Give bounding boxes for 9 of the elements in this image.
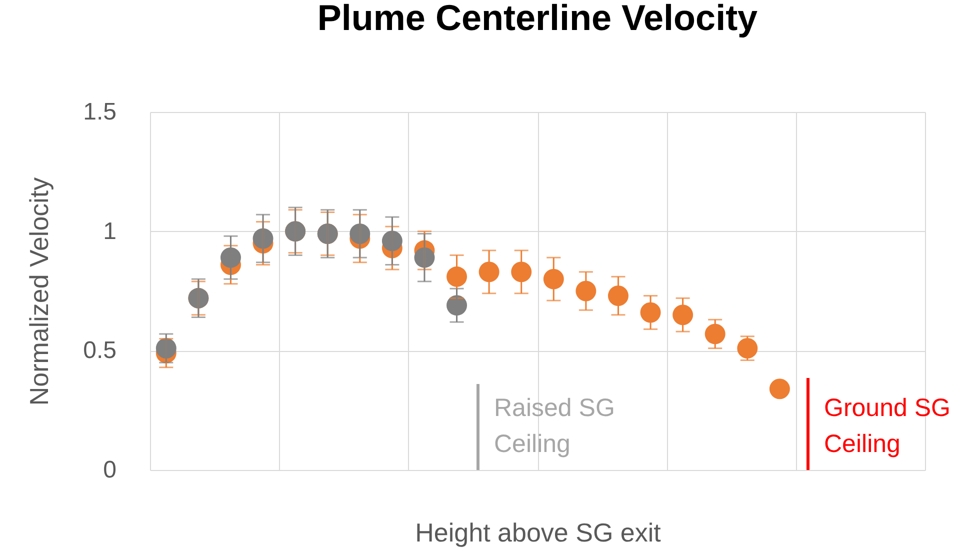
x-axis-title: Height above SG exit — [415, 518, 662, 548]
annotation: Raised SG Ceiling — [494, 394, 615, 458]
annotation: Ground SG Ceiling — [824, 394, 950, 458]
y-tick-label: 1 — [103, 218, 116, 245]
y-axis-title: Normalized Velocity — [24, 177, 54, 406]
y-tick-label: 0.5 — [83, 337, 116, 364]
chart-title: Plume Centerline Velocity — [317, 0, 758, 38]
y-tick-label: 1.5 — [83, 98, 116, 126]
y-tick-label: 0 — [103, 456, 116, 484]
